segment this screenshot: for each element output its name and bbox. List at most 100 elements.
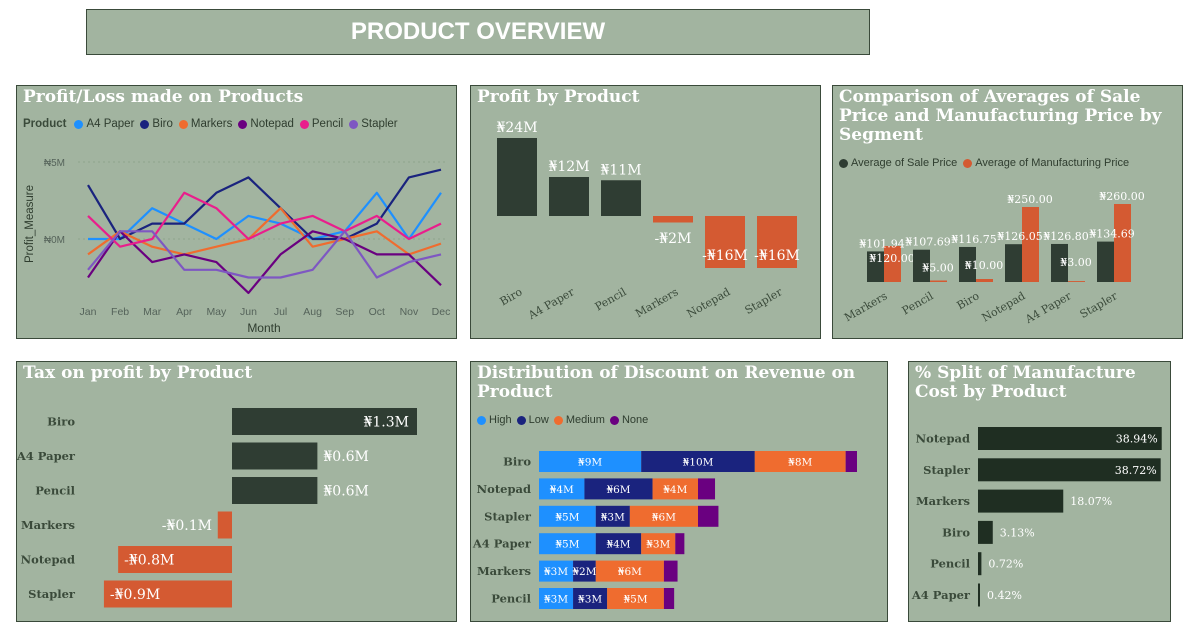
x-label-pencil: Pencil: [593, 285, 629, 313]
discount-chart: Biro ₦9M ₦10M ₦8M Notepad ₦4M ₦6M ₦4M Stapler ₦5M…: [472, 451, 857, 609]
x-label-a4-paper: A4 Paper: [525, 285, 577, 322]
segment-label-notepad-high: ₦4M: [550, 484, 574, 496]
series-line-pencil: [87, 191, 442, 248]
mfg-bar-pencil: [930, 280, 947, 282]
bar-stapler: [103, 580, 232, 608]
data-label-stapler: -₦16M: [754, 248, 800, 264]
x-label-pencil: Pencil: [900, 289, 936, 317]
bar-stapler: [757, 216, 797, 268]
avg-compare-panel[interactable]: Comparison of Averages of Sale Price and…: [832, 85, 1183, 339]
data-label-a4-paper: ₦0.6M: [323, 449, 369, 465]
segment-a4-paper-none: [675, 533, 685, 555]
split-panel[interactable]: % Split of Manufacture Cost by Product N…: [908, 361, 1171, 622]
segment-biro-none: [845, 451, 857, 472]
data-label-a4-paper: ₦12M: [548, 159, 589, 175]
segment-label-notepad-low: ₦6M: [606, 484, 630, 496]
segment-label-stapler-high: ₦5M: [555, 511, 579, 523]
segment-label-pencil-medium: ₦5M: [623, 594, 647, 606]
profit-by-product-title: Profit by Product: [477, 87, 640, 107]
segment-notepad-low: [584, 478, 653, 500]
sale-label-stapler: ₦134.69: [1089, 228, 1135, 241]
mfg-bar-a4-paper: [1068, 281, 1085, 282]
sale-label-notepad: ₦126.05: [997, 230, 1043, 243]
bar-pencil: [601, 180, 641, 216]
legend-dot: [299, 119, 309, 129]
mfg-bar-biro: [976, 279, 993, 282]
sale-label-biro: ₦116.75: [951, 233, 997, 246]
y-label-a4-paper: A4 Paper: [911, 588, 971, 602]
legend-item-markers[interactable]: Markers: [178, 118, 233, 130]
legend-item-biro[interactable]: Biro: [140, 118, 173, 130]
segment-a4-paper-medium: [641, 533, 676, 555]
xtick-jun: Jun: [240, 306, 257, 318]
avg-compare-title: Comparison of Averages of Sale Price and…: [839, 87, 1162, 145]
sale-bar-markers: [867, 251, 884, 282]
medium-dot: [553, 415, 563, 425]
mfg-bar-notepad: [1022, 207, 1039, 282]
segment-pencil-none: [663, 588, 675, 609]
bar-markers: [217, 511, 232, 539]
series-line-a4-paper: [88, 191, 442, 241]
bar-notepad: [978, 427, 1162, 450]
segment-markers-medium: [595, 560, 664, 582]
xtick-oct: Oct: [369, 306, 385, 318]
segment-notepad-none: [698, 478, 716, 500]
data-label-pencil: 0.72%: [988, 558, 1023, 571]
segment-markers-high: [539, 560, 574, 582]
segment-label-a4-paper-low: ₦4M: [606, 539, 630, 551]
legend-item-stapler[interactable]: Stapler: [349, 118, 398, 130]
y-label-pencil: Pencil: [35, 484, 75, 498]
legend-item-pencil[interactable]: Pencil: [299, 118, 343, 130]
data-label-markers: 18.07%: [1070, 495, 1112, 508]
segment-label-biro-low: ₦10M: [683, 457, 714, 469]
profit-by-product-panel[interactable]: Profit by Product ₦24M Biro ₦12M A4 Paper ₦1…: [470, 85, 821, 339]
sale-bar-stapler: [1097, 241, 1114, 282]
tax-panel[interactable]: Tax on profit by Product ₦1.3M Biro ₦0.6M A…: [16, 361, 457, 622]
bar-notepad: [705, 216, 745, 268]
split-chart: Notepad 38.94% Stapler 38.72% Markers 18.07% B…: [911, 427, 1162, 607]
y-label-pencil: Pencil: [930, 557, 970, 571]
segment-biro-high: [539, 451, 642, 472]
y-label-markers: Markers: [477, 564, 531, 578]
segment-markers-none: [663, 560, 678, 582]
segment-label-a4-paper-medium: ₦3M: [646, 539, 670, 551]
data-label-markers: -₦0.1M: [162, 518, 212, 534]
data-label-pencil: ₦11M: [600, 162, 641, 178]
mfg-label-a4-paper: ₦3.00: [1060, 256, 1092, 269]
sale-bar-biro: [959, 246, 976, 282]
bar-biro: [497, 138, 537, 216]
none-dot: [609, 415, 619, 425]
segment-a4-paper-low: [595, 533, 642, 555]
x-label-biro: Biro: [498, 285, 525, 308]
sale-bar-a4-paper: [1051, 243, 1068, 282]
y-label-stapler: Stapler: [484, 509, 532, 523]
mfg-bar-markers: [884, 246, 901, 282]
mfg-label-pencil: ₦5.00: [922, 262, 954, 275]
legend-label: Markers: [190, 118, 233, 130]
profit-loss-panel[interactable]: Profit/Loss made on Products Product A4 …: [16, 85, 457, 339]
segment-markers-low: [573, 560, 596, 582]
legend-none: None: [621, 414, 649, 426]
profit-loss-title: Profit/Loss made on Products: [23, 87, 304, 107]
legend-item-a4-paper[interactable]: A4 Paper: [74, 118, 134, 130]
bar-a4-paper: [549, 177, 589, 216]
legend-title: Product: [23, 118, 67, 130]
mfg-label-notepad: ₦250.00: [1007, 193, 1053, 206]
legend-label: Stapler: [361, 118, 398, 130]
segment-label-markers-medium: ₦6M: [618, 566, 642, 578]
page-title-bar: PRODUCT OVERVIEW: [86, 9, 870, 55]
legend-item-notepad[interactable]: Notepad: [238, 118, 294, 130]
y-label-notepad: Notepad: [21, 553, 75, 567]
legend-label: Biro: [152, 118, 173, 130]
y-label-markers: Markers: [916, 494, 970, 508]
discount-legend: High Low Medium None: [477, 414, 648, 426]
segment-pencil-high: [539, 588, 574, 609]
segment-pencil-low: [573, 588, 608, 609]
mfg-label-biro: ₦10.00: [965, 259, 1004, 272]
series-line-markers: [87, 207, 442, 256]
legend-dot: [238, 119, 248, 129]
y-label-biro: Biro: [942, 525, 970, 539]
y-label-pencil: Pencil: [491, 592, 531, 606]
discount-panel[interactable]: Distribution of Discount on Revenue on P…: [470, 361, 888, 622]
mfg-label-stapler: ₦260.00: [1099, 190, 1145, 203]
